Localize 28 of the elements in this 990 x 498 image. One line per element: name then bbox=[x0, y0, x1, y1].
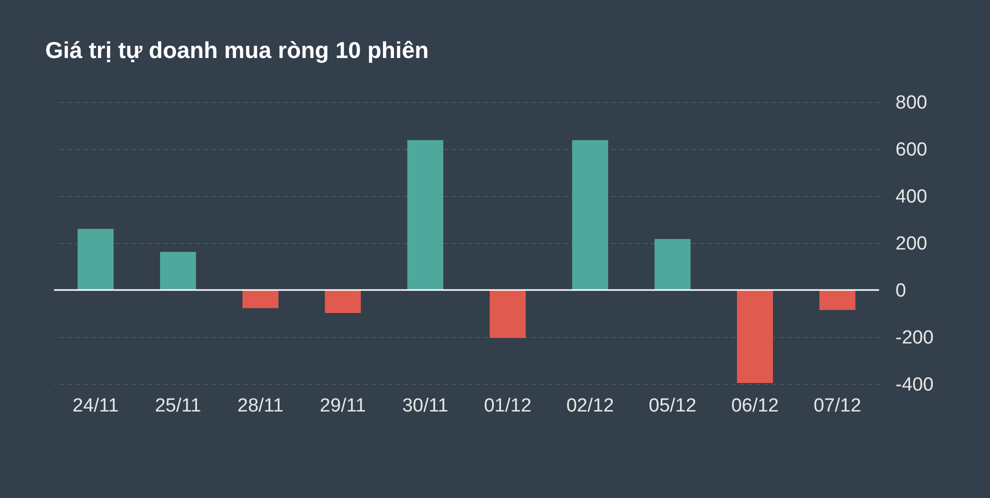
y-tick-label: 600 bbox=[896, 140, 928, 160]
bar bbox=[654, 239, 691, 290]
bar bbox=[572, 140, 608, 290]
bar bbox=[736, 290, 773, 384]
y-tick-label: 200 bbox=[896, 234, 928, 254]
bar bbox=[407, 140, 444, 290]
bar bbox=[78, 228, 114, 290]
x-tick-label: 29/11 bbox=[320, 396, 366, 416]
x-tick-label: 05/12 bbox=[648, 396, 696, 416]
x-tick-label: 28/11 bbox=[237, 396, 284, 416]
x-tick-label: 02/12 bbox=[566, 396, 614, 416]
bar bbox=[819, 290, 856, 310]
bar bbox=[160, 252, 196, 290]
chart-title: Giá trị tự doanh mua ròng 10 phiên bbox=[45, 37, 429, 63]
x-tick-label: 25/11 bbox=[154, 396, 202, 416]
y-tick-label: 800 bbox=[896, 92, 928, 114]
x-tick-label: 30/11 bbox=[402, 396, 448, 416]
x-tick-label: 06/12 bbox=[731, 396, 779, 416]
bar bbox=[324, 290, 361, 314]
y-tick-label: -400 bbox=[896, 374, 934, 396]
y-tick-label: 0 bbox=[896, 280, 906, 302]
x-tick-label: 24/11 bbox=[72, 396, 119, 416]
y-tick-label: 400 bbox=[896, 186, 928, 208]
x-tick-label: 01/12 bbox=[484, 396, 532, 416]
y-tick-label: -200 bbox=[896, 328, 934, 348]
x-tick-label: 07/12 bbox=[814, 396, 862, 416]
bar bbox=[242, 290, 278, 308]
bar bbox=[490, 290, 526, 338]
